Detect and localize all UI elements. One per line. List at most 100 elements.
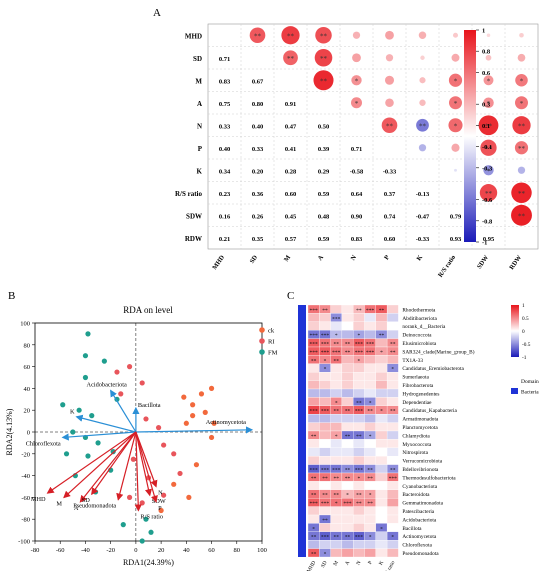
heat-cell xyxy=(353,372,365,381)
coefficient-label: 0.23 xyxy=(219,191,231,198)
column-label: K xyxy=(416,254,425,262)
row-label: Dependentiae xyxy=(402,400,432,406)
heat-cell xyxy=(386,355,399,364)
heat-cell xyxy=(341,414,354,423)
significance-mark: * xyxy=(355,77,359,85)
heat-cell xyxy=(330,506,343,516)
correlation-circle xyxy=(478,115,499,136)
significance-mark: *** xyxy=(355,535,364,541)
coefficient-label: 0.74 xyxy=(384,213,396,220)
arrow-label: R/S ratio xyxy=(140,513,163,520)
heat-cell xyxy=(341,372,354,381)
correlation-circle xyxy=(381,117,398,134)
significance-mark: * xyxy=(357,358,360,364)
heat-cell xyxy=(330,523,343,532)
row-label: SD xyxy=(193,55,202,63)
heat-cell xyxy=(330,321,343,331)
heat-cell xyxy=(386,321,399,331)
correlation-circle xyxy=(511,204,532,226)
significance-mark: ** xyxy=(311,535,317,541)
significance-mark: ** xyxy=(390,342,396,348)
biplot-arrow xyxy=(116,431,137,501)
coefficient-label: 0.41 xyxy=(285,146,296,153)
coefficient-label: 0.60 xyxy=(285,191,296,198)
heat-cell xyxy=(364,506,376,516)
data-point-ck xyxy=(208,434,215,441)
heat-cell xyxy=(386,439,399,448)
significance-mark: ** xyxy=(322,493,328,499)
column-label: A xyxy=(344,560,351,566)
correlation-circle xyxy=(514,141,529,155)
heat-cell xyxy=(307,439,320,448)
heat-cell xyxy=(375,456,388,465)
significance-mark: ** xyxy=(367,476,373,482)
column-label: N xyxy=(355,560,362,566)
significance-mark: ** xyxy=(334,342,340,348)
significance-mark: * xyxy=(369,434,372,440)
correlation-circle xyxy=(486,33,491,38)
row-label: Fibrobacterota xyxy=(402,383,434,389)
panel-label-b: B xyxy=(8,290,15,302)
coefficient-label: 0.64 xyxy=(351,191,363,198)
data-point-RI xyxy=(143,416,149,422)
data-point-ck xyxy=(158,507,164,514)
significance-mark: *** xyxy=(310,468,319,474)
heat-cell xyxy=(319,414,331,423)
coefficient-label: 0.20 xyxy=(252,168,263,175)
significance-mark: *** xyxy=(355,409,364,415)
column-label: P xyxy=(383,254,391,261)
heat-cell xyxy=(341,447,354,457)
data-point-RI xyxy=(139,380,145,386)
heat-cell xyxy=(307,514,320,524)
coefficient-label: 0.83 xyxy=(219,78,231,85)
significance-mark: * xyxy=(335,501,338,507)
heat-cell xyxy=(319,380,331,390)
heat-cell xyxy=(319,422,331,432)
row-label: RDW xyxy=(185,235,202,243)
data-point-ck xyxy=(183,420,189,426)
significance-mark: ** xyxy=(518,145,526,153)
data-point-RI xyxy=(114,369,120,375)
row-label: Bacillota xyxy=(402,526,422,532)
column-label: M xyxy=(283,254,292,263)
significance-mark: ** xyxy=(334,493,340,499)
biplot-arrow xyxy=(135,431,158,503)
row-label: P xyxy=(198,145,203,153)
row-label: Rhodothermota xyxy=(402,307,436,313)
heat-cell xyxy=(375,498,388,507)
heat-cell xyxy=(375,414,388,423)
heat-cell xyxy=(307,388,320,398)
arrow-label: Chloroflexota xyxy=(26,440,61,447)
heat-cell xyxy=(307,481,320,490)
data-point-FM xyxy=(82,374,89,381)
heat-cell xyxy=(375,422,388,432)
correlation-circle xyxy=(384,75,395,85)
significance-mark: ** xyxy=(287,32,295,40)
heat-cell xyxy=(353,548,365,558)
heat-cell xyxy=(375,489,388,499)
arrow-label: MHD xyxy=(31,496,46,503)
coefficient-label: 0.40 xyxy=(219,146,230,153)
colorbar-tick-label: 0.5 xyxy=(522,316,529,322)
significance-mark: ** xyxy=(518,122,526,130)
significance-mark: ** xyxy=(311,552,317,558)
heat-cell xyxy=(353,456,365,465)
colorbar-tick-label: 0.6 xyxy=(482,70,491,77)
significance-mark: * xyxy=(355,100,359,108)
significance-mark: ** xyxy=(485,145,493,153)
heat-cell xyxy=(353,540,365,549)
heat-cell xyxy=(353,414,365,423)
biplot-arrow xyxy=(75,414,137,433)
heat-cell xyxy=(319,372,331,381)
heat-cell xyxy=(319,430,331,440)
coefficient-label: 0.37 xyxy=(384,191,396,198)
data-point-RI xyxy=(155,425,162,431)
significance-mark: ** xyxy=(334,476,340,482)
column-label: P xyxy=(367,560,374,566)
coefficient-label: 0.59 xyxy=(318,191,330,198)
arrow-label: K xyxy=(70,409,75,416)
column-label: MHD xyxy=(306,560,317,571)
significance-mark: ** xyxy=(485,190,493,198)
heat-cell xyxy=(386,498,399,507)
significance-mark: ** xyxy=(334,409,340,415)
